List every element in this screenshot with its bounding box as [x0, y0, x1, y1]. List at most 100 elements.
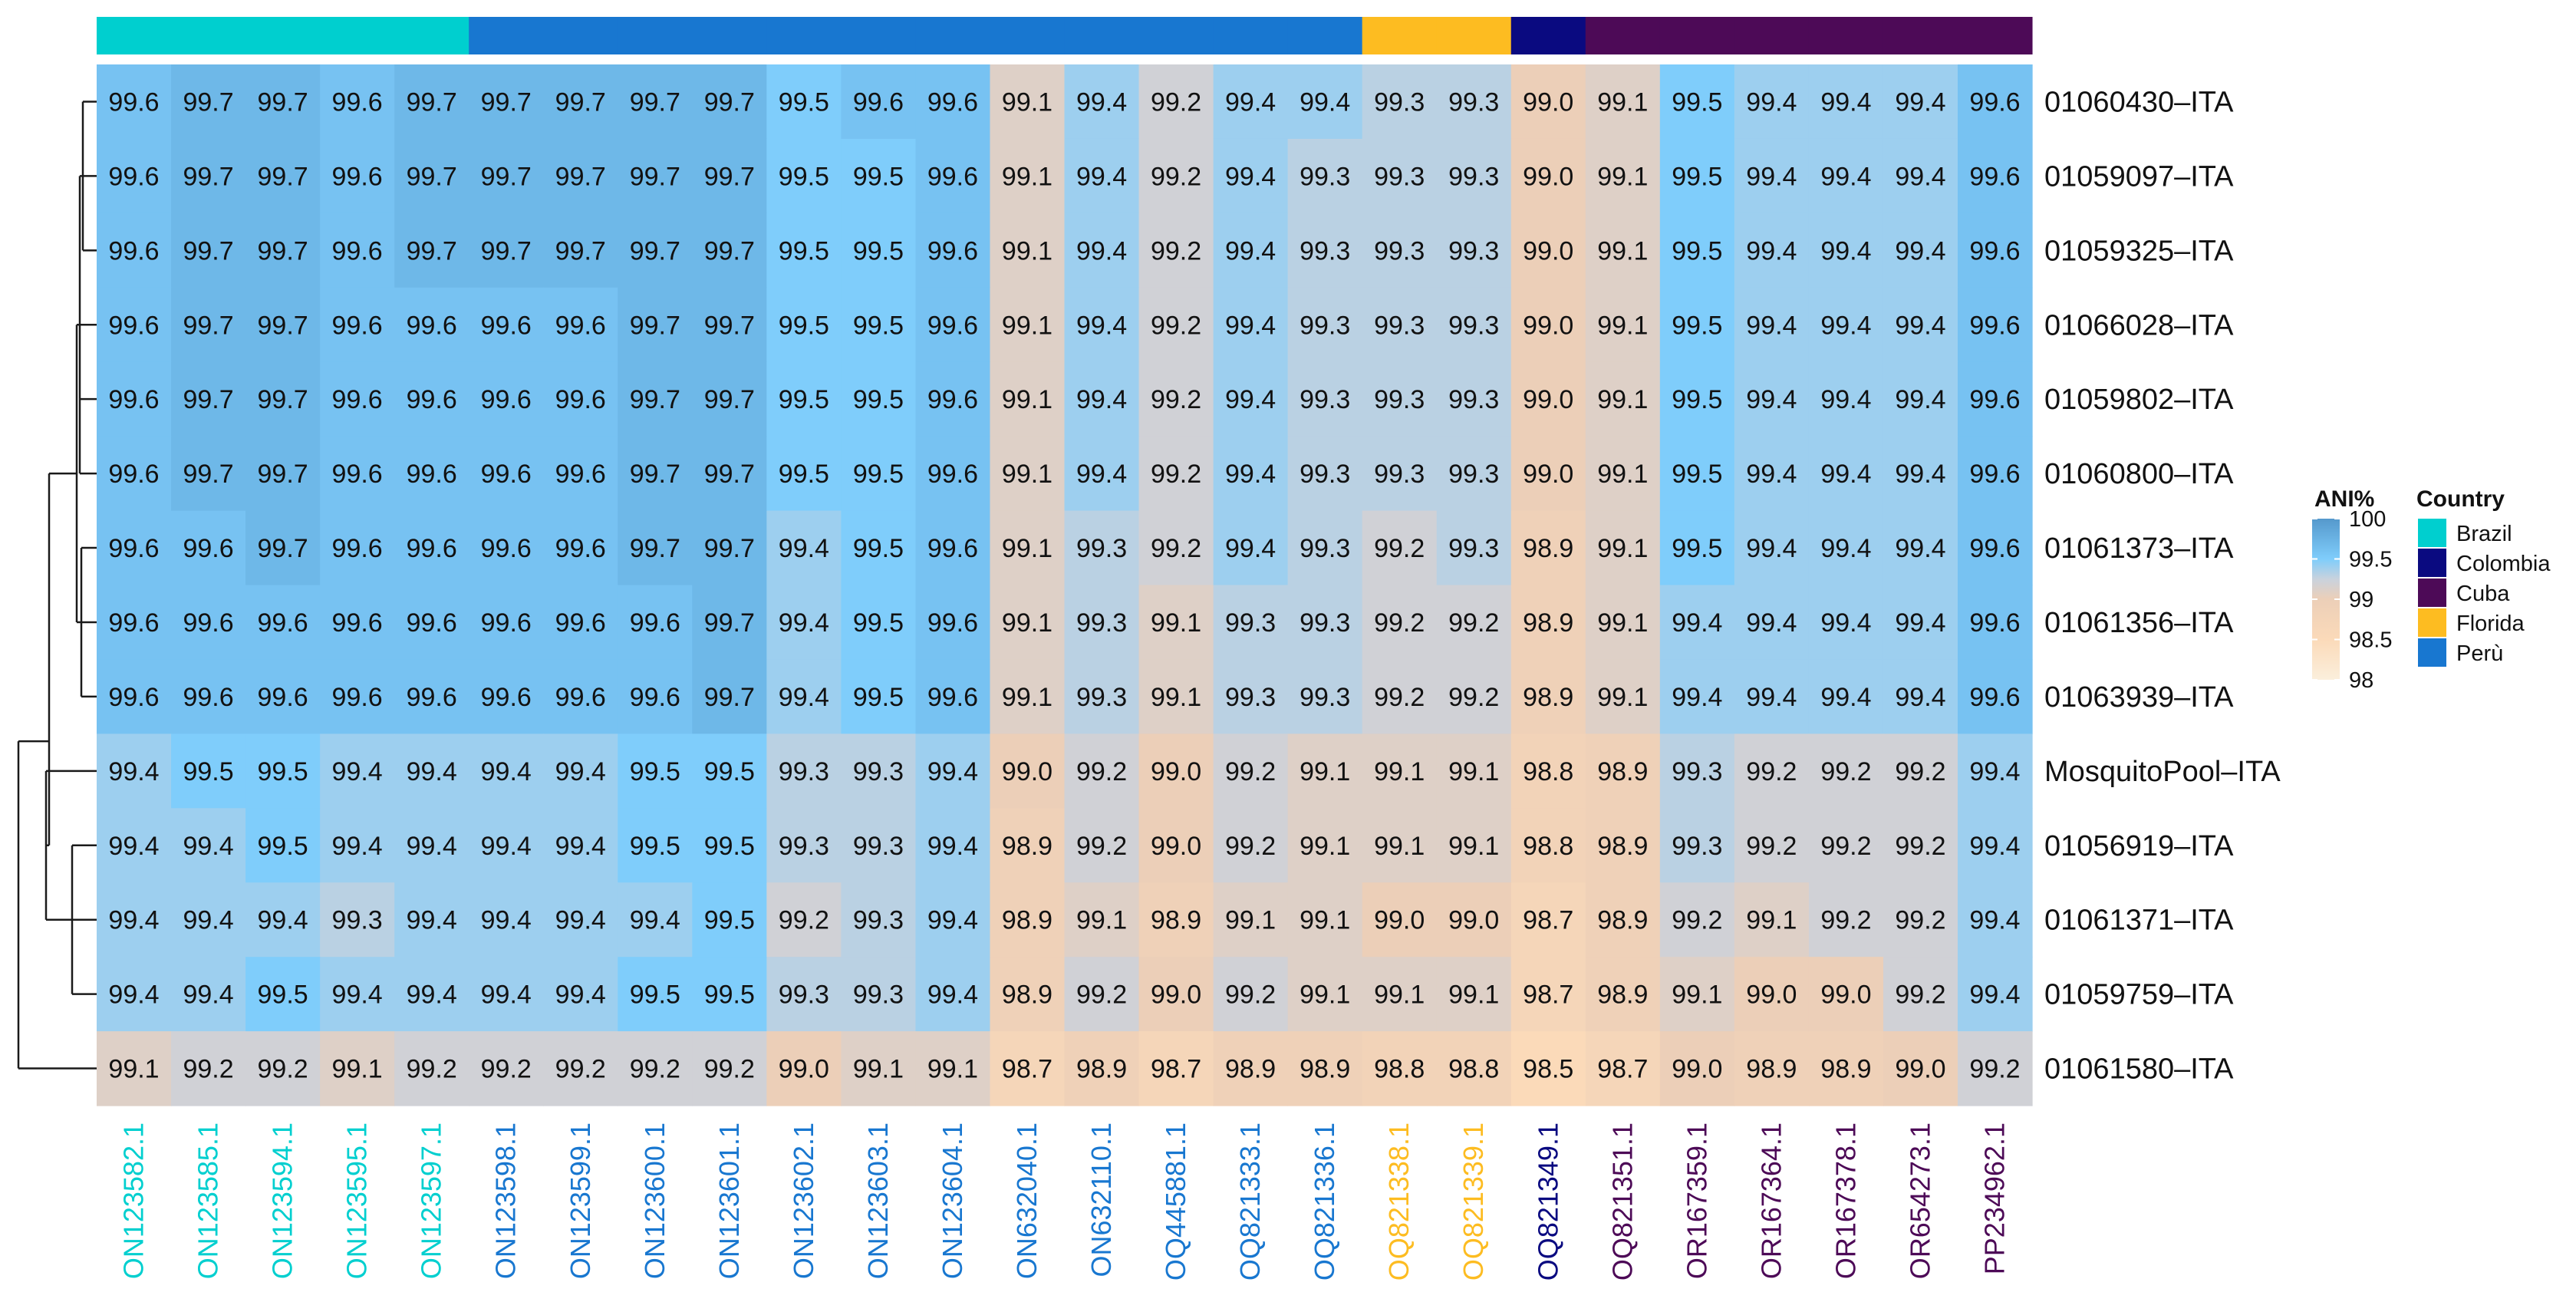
- heatmap-cell: [1213, 510, 1289, 586]
- heatmap-cell: [1510, 64, 1586, 140]
- cell-value-label: 99.2: [1151, 385, 1201, 414]
- heatmap-cell: [1287, 808, 1363, 883]
- heatmap-cell: [1958, 882, 2033, 958]
- ani-tick-label: 98: [2349, 668, 2373, 693]
- heatmap-cell: [394, 64, 469, 140]
- heatmap-cell: [245, 1031, 321, 1106]
- cell-value-label: 99.4: [1895, 87, 1945, 117]
- cell-value-label: 99.7: [183, 236, 233, 265]
- heatmap-cell: [97, 808, 172, 883]
- heatmap-cell: [841, 436, 917, 512]
- heatmap-cell: [766, 659, 842, 734]
- cell-value-label: 99.1: [1002, 236, 1052, 265]
- cell-value-label: 99.6: [407, 534, 457, 563]
- heatmap-cell: [841, 510, 917, 586]
- cell-value-label: 99.4: [1076, 236, 1127, 265]
- cell-value-label: 99.6: [183, 608, 233, 638]
- heatmap-cell: [1213, 585, 1289, 661]
- heatmap-cell: [692, 64, 767, 140]
- cell-value-label: 99.2: [1374, 683, 1425, 712]
- cell-value-label: 99.1: [1448, 757, 1499, 786]
- cell-value-label: 99.1: [1597, 236, 1648, 265]
- heatmap-cell: [1808, 510, 1884, 586]
- heatmap-cell: [1213, 659, 1289, 734]
- row-label: 01059325–ITA: [2044, 235, 2234, 267]
- cell-value-label: 99.3: [1225, 683, 1276, 712]
- heatmap-cell: [543, 361, 618, 437]
- cell-value-label: 99.7: [258, 236, 308, 265]
- cell-value-label: 99.5: [183, 757, 233, 786]
- heatmap-cell: [1585, 1031, 1661, 1106]
- heatmap-cell: [1138, 64, 1214, 140]
- heatmap-cell: [1808, 659, 1884, 734]
- heatmap-cell: [990, 213, 1066, 288]
- heatmap-cell: [915, 733, 991, 809]
- heatmap-cell: [1138, 659, 1214, 734]
- cell-value-label: 99.1: [1151, 683, 1201, 712]
- heatmap-cell: [1138, 361, 1214, 437]
- cell-value-label: 99.3: [1300, 608, 1350, 638]
- heatmap-cell: [766, 585, 842, 661]
- cell-value-label: 99.4: [481, 757, 532, 786]
- country-legend-label: Cuba: [2456, 582, 2510, 606]
- cell-value-label: 99.6: [481, 385, 532, 414]
- heatmap-cell: [1883, 808, 1958, 883]
- cell-value-label: 99.6: [258, 683, 308, 712]
- heatmap-cell: [915, 585, 991, 661]
- cell-value-label: 99.3: [1076, 683, 1127, 712]
- heatmap-cell: [469, 733, 544, 809]
- cell-value-label: 99.4: [1820, 162, 1871, 191]
- cell-value-label: 99.4: [407, 757, 457, 786]
- heatmap-cell: [1585, 361, 1661, 437]
- heatmap-cell: [1734, 585, 1810, 661]
- cell-value-label: 99.6: [108, 87, 159, 117]
- heatmap-cell: [1362, 957, 1438, 1032]
- cell-value-label: 98.9: [1597, 757, 1648, 786]
- heatmap-cell: [915, 436, 991, 512]
- heatmap-cell: [1510, 436, 1586, 512]
- cell-value-label: 99.6: [1969, 534, 2020, 563]
- heatmap-cell: [1287, 436, 1363, 512]
- cell-value-label: 99.1: [1300, 757, 1350, 786]
- heatmap-cell: [1659, 361, 1735, 437]
- row-label: 01066028–ITA: [2044, 309, 2234, 341]
- heatmap-cell: [1138, 213, 1214, 288]
- cell-value-label: 99.7: [630, 460, 680, 489]
- heatmap-cell: [1064, 733, 1140, 809]
- country-legend-label: Perù: [2456, 641, 2503, 666]
- heatmap-cell: [469, 882, 544, 958]
- heatmap-cell: [469, 138, 544, 214]
- cell-value-label: 99.5: [853, 311, 904, 340]
- cell-value-label: 98.7: [1002, 1055, 1052, 1084]
- cell-value-label: 99.7: [183, 162, 233, 191]
- cell-value-label: 99.4: [1969, 981, 2020, 1010]
- cell-value-label: 99.1: [1076, 906, 1127, 935]
- heatmap-cell: [97, 510, 172, 586]
- column-label: OR654273.1: [1904, 1122, 1935, 1279]
- annotation-cell: [543, 17, 618, 54]
- cell-value-label: 99.1: [1300, 832, 1350, 861]
- cell-value-label: 99.6: [927, 460, 978, 489]
- heatmap-cell: [1287, 659, 1363, 734]
- heatmap-cell: [1585, 138, 1661, 214]
- column-label: ON123601.1: [713, 1122, 745, 1279]
- heatmap-cell: [1287, 213, 1363, 288]
- heatmap-cell: [990, 361, 1066, 437]
- cell-value-label: 99.7: [704, 683, 755, 712]
- cell-value-label: 99.4: [183, 906, 233, 935]
- heatmap-cell: [1585, 510, 1661, 586]
- row-label: 01061356–ITA: [2044, 607, 2234, 639]
- heatmap-cell: [245, 138, 321, 214]
- cell-value-label: 99.6: [108, 534, 159, 563]
- cell-value-label: 99.6: [927, 87, 978, 117]
- heatmap-cell: [1958, 213, 2033, 288]
- cell-value-label: 99.4: [332, 832, 383, 861]
- cell-value-label: 99.2: [1076, 757, 1127, 786]
- cell-value-label: 98.7: [1523, 981, 1573, 1010]
- heatmap-cell: [618, 1031, 693, 1106]
- cell-value-label: 99.6: [332, 162, 383, 191]
- heatmap-cell: [1436, 510, 1512, 586]
- heatmap-cell: [320, 287, 395, 363]
- cell-value-label: 99.4: [1076, 87, 1127, 117]
- cell-value-label: 99.2: [1374, 608, 1425, 638]
